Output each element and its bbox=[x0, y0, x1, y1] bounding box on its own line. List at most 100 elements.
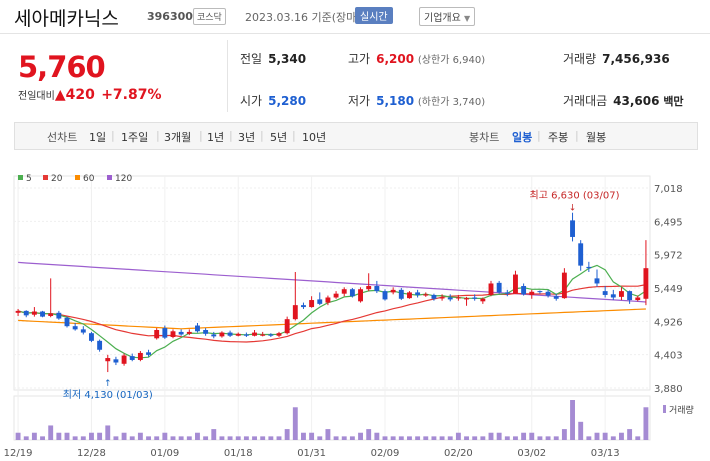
candle-body bbox=[268, 334, 274, 336]
period-3m[interactable]: 3개월 bbox=[164, 131, 192, 144]
candle-body bbox=[537, 291, 543, 293]
candle-body bbox=[284, 319, 290, 334]
period-3y[interactable]: 3년 bbox=[238, 131, 256, 144]
ma60-line bbox=[18, 308, 646, 330]
candle-body bbox=[317, 299, 323, 304]
separator: | bbox=[156, 129, 160, 142]
separator: | bbox=[575, 129, 579, 142]
candle-body bbox=[89, 333, 94, 341]
candle-body bbox=[366, 286, 372, 290]
candle-body bbox=[243, 334, 249, 336]
candle-chart-label: 봉차트 bbox=[469, 131, 500, 144]
candle-body bbox=[545, 291, 551, 296]
separator: | bbox=[260, 129, 264, 142]
company-info-label: 기업개요 bbox=[424, 13, 461, 24]
current-price: 5,760 bbox=[18, 50, 106, 84]
candle-body bbox=[594, 278, 600, 284]
candle-body bbox=[227, 332, 233, 336]
volume-bar bbox=[578, 421, 584, 440]
candle-body bbox=[521, 286, 527, 295]
period-1w[interactable]: 1주일 bbox=[121, 131, 149, 144]
period-1d[interactable]: 1일 bbox=[89, 131, 107, 144]
candle-body bbox=[480, 298, 486, 302]
volume-bar bbox=[374, 432, 380, 440]
separator: | bbox=[229, 129, 233, 142]
period-10y[interactable]: 10년 bbox=[302, 131, 327, 144]
volume-bar bbox=[464, 436, 469, 440]
separator: | bbox=[292, 129, 296, 142]
volume-bar bbox=[390, 436, 396, 440]
candle-body bbox=[602, 291, 608, 295]
change-label: 전일대비 bbox=[18, 91, 55, 102]
candle-body bbox=[529, 291, 535, 295]
candle-body bbox=[292, 305, 298, 320]
volume-bar bbox=[325, 429, 331, 440]
candle-body bbox=[496, 282, 502, 293]
volume-bar bbox=[186, 436, 192, 440]
trading-amount: 거래대금 43,606 백만 bbox=[563, 94, 684, 108]
y-tick-label: 4,926 bbox=[654, 317, 683, 328]
volume-bar bbox=[195, 432, 200, 440]
legend-label: 60 bbox=[83, 174, 95, 184]
candle-monthly[interactable]: 월봉 bbox=[586, 131, 607, 144]
down-arrow-icon: ↓ bbox=[569, 204, 577, 214]
candle-body bbox=[398, 289, 404, 299]
volume-legend-label: 거래량 bbox=[669, 404, 694, 416]
volume-bar bbox=[537, 436, 543, 440]
separator: | bbox=[537, 129, 541, 142]
candle-body bbox=[423, 294, 429, 296]
volume-bar bbox=[586, 436, 592, 440]
candle-body bbox=[260, 334, 266, 336]
candle-body bbox=[407, 292, 412, 299]
candle-body bbox=[325, 297, 331, 303]
change-amount: 420 bbox=[65, 87, 95, 103]
volume-bar bbox=[309, 432, 315, 440]
volume-bar bbox=[40, 436, 45, 440]
period-1y[interactable]: 1년 bbox=[207, 131, 225, 144]
candle-body bbox=[252, 332, 257, 336]
period-5y[interactable]: 5년 bbox=[270, 131, 288, 144]
volume-bar bbox=[570, 400, 575, 440]
volume-bar bbox=[480, 436, 486, 440]
legend-swatch bbox=[43, 175, 48, 180]
volume-bar bbox=[23, 436, 29, 440]
x-tick-label: 01/31 bbox=[297, 448, 326, 459]
candle-body bbox=[48, 313, 54, 316]
volume-bar bbox=[301, 432, 306, 440]
volume-bar bbox=[561, 429, 567, 440]
ma120-line bbox=[18, 261, 646, 303]
realtime-button[interactable]: 실시간 bbox=[355, 7, 393, 24]
candle-body bbox=[162, 328, 168, 338]
volume-bar bbox=[203, 436, 209, 440]
candle-body bbox=[431, 294, 437, 299]
company-info-dropdown[interactable]: 기업개요 ▼ bbox=[419, 7, 476, 26]
volume-bar bbox=[341, 436, 347, 440]
candle-body bbox=[15, 310, 21, 313]
volume-bar bbox=[513, 436, 518, 440]
volume-legend-swatch bbox=[663, 405, 666, 413]
plot-frame bbox=[13, 175, 651, 391]
volume-bar bbox=[382, 436, 388, 440]
candle-body bbox=[129, 356, 135, 360]
candle-body bbox=[186, 331, 192, 334]
candle-body bbox=[56, 312, 62, 319]
candle-body bbox=[349, 289, 355, 297]
volume-bar bbox=[211, 429, 217, 440]
candle-body bbox=[211, 334, 217, 337]
x-tick-label: 03/13 bbox=[591, 448, 620, 459]
volume-bar bbox=[521, 432, 527, 440]
volume-bar bbox=[260, 436, 266, 440]
y-tick-label: 7,018 bbox=[654, 184, 683, 195]
price-change: 전일대비▲420 +7.87% bbox=[18, 87, 162, 103]
volume-bar bbox=[113, 436, 119, 440]
volume-bar bbox=[89, 432, 94, 440]
volume-bar bbox=[553, 436, 559, 440]
volume-bar bbox=[105, 425, 111, 440]
volume-bar bbox=[276, 436, 282, 440]
candle-weekly[interactable]: 주봉 bbox=[548, 131, 569, 144]
candle-daily[interactable]: 일봉 bbox=[512, 131, 533, 144]
stock-code: 396300 bbox=[147, 10, 193, 23]
candle-body bbox=[472, 297, 478, 299]
volume-bar bbox=[80, 436, 86, 440]
volume-bar bbox=[72, 436, 78, 440]
